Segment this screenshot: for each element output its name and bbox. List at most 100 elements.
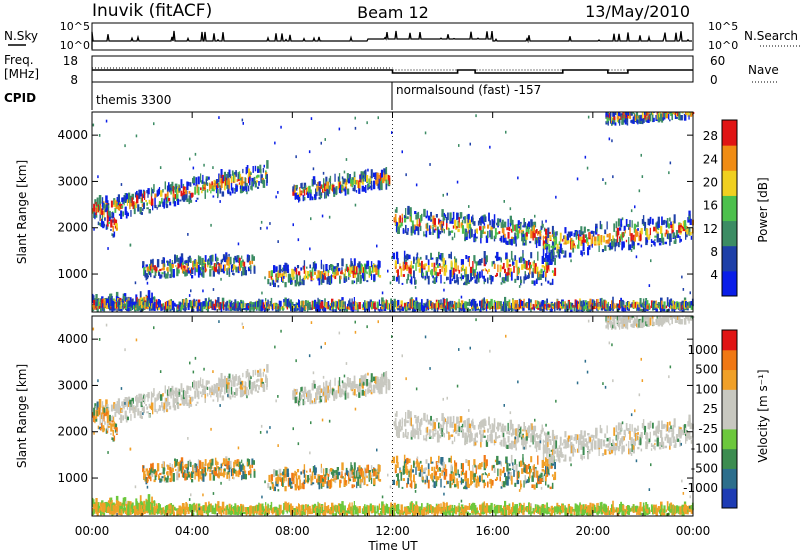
velocity-echo: [309, 468, 311, 473]
velocity-echo: [325, 380, 328, 389]
velocity-echo: [177, 461, 180, 467]
power-echo: [408, 254, 411, 259]
velocity-echo: [265, 376, 268, 380]
power-echo: [580, 305, 582, 310]
power-echo: [567, 240, 570, 244]
power-echo: [678, 301, 680, 309]
power-echo: [228, 169, 231, 178]
velocity-echo: [227, 388, 230, 399]
power-speckle: [688, 301, 691, 305]
power-echo: [354, 301, 357, 310]
velocity-echo: [375, 376, 378, 384]
power-speckle: [295, 155, 297, 159]
power-echo: [178, 269, 180, 274]
power-echo: [105, 298, 109, 307]
power-echo: [433, 277, 436, 284]
velocity-echo: [501, 423, 504, 431]
power-echo: [384, 174, 386, 182]
power-echo: [148, 209, 151, 214]
power-echo: [251, 259, 254, 265]
power-echo: [341, 258, 344, 267]
velocity-echo: [238, 386, 241, 389]
power-echo: [166, 267, 168, 271]
power-echo: [147, 290, 151, 300]
power-echo: [331, 264, 334, 267]
power-echo: [315, 194, 317, 200]
power-echo: [664, 241, 667, 245]
power-echo: [217, 297, 220, 306]
power-echo: [327, 306, 330, 309]
power-echo: [535, 278, 538, 284]
velocity-echo: [399, 419, 401, 427]
power-echo: [346, 188, 350, 195]
velocity-echo: [296, 396, 299, 399]
velocity-echo: [364, 476, 366, 485]
power-speckle: [520, 232, 523, 236]
power-echo: [356, 277, 358, 285]
velocity-echo: [158, 391, 161, 399]
velocity-echo: [106, 414, 109, 423]
power-echo: [116, 197, 119, 202]
power-echo: [113, 198, 116, 205]
velocity-echo: [328, 482, 331, 489]
velocity-echo: [366, 484, 369, 487]
velocity-echo: [354, 469, 357, 476]
power-echo: [325, 264, 328, 271]
power-echo: [547, 280, 550, 284]
power-echo: [217, 269, 219, 274]
power-echo: [299, 275, 301, 283]
power-speckle: [292, 223, 294, 227]
power-echo: [413, 300, 415, 306]
power-echo: [545, 242, 547, 248]
power-echo: [600, 235, 603, 243]
power-echo: [464, 216, 466, 224]
velocity-echo: [441, 428, 444, 437]
power-echo: [106, 307, 108, 309]
velocity-echo: [146, 477, 149, 483]
power-speckle: [638, 189, 641, 193]
power-echo: [502, 234, 506, 243]
power-echo: [648, 115, 650, 120]
power-echo: [366, 271, 368, 275]
power-echo: [473, 299, 476, 308]
power-echo: [631, 240, 634, 248]
power-echo: [474, 268, 477, 273]
power-echo: [358, 302, 361, 310]
power-echo: [476, 306, 479, 309]
velocity-echo: [455, 431, 457, 434]
power-echo: [500, 282, 503, 285]
power-echo: [125, 211, 128, 219]
power-echo: [294, 187, 296, 194]
power-echo: [531, 271, 534, 278]
velocity-echo: [226, 463, 228, 470]
power-echo: [324, 306, 327, 312]
velocity-echo: [414, 415, 417, 419]
power-echo: [444, 264, 448, 273]
power-echo: [456, 226, 459, 229]
velocity-echo: [301, 484, 304, 488]
power-echo: [619, 238, 621, 245]
power-echo: [398, 305, 400, 309]
velocity-echo: [474, 433, 476, 442]
power-speckle: [405, 173, 407, 177]
power-speckle: [608, 137, 611, 141]
power-echo: [406, 278, 408, 284]
velocity-echo: [146, 470, 150, 476]
cpid-label: CPID: [4, 91, 36, 105]
velocity-echo: [251, 458, 254, 465]
power-echo: [357, 263, 359, 268]
power-echo: [600, 305, 603, 309]
power-echo: [674, 235, 677, 241]
power-speckle: [142, 208, 144, 212]
velocity-echo: [320, 467, 323, 474]
velocity-echo: [110, 433, 112, 435]
power-echo: [352, 304, 355, 307]
power-echo: [238, 257, 241, 267]
power-speckle: [189, 157, 191, 161]
power-echo: [232, 264, 234, 272]
velocity-echo: [166, 392, 169, 401]
power-echo: [343, 306, 345, 309]
velocity-echo: [299, 402, 301, 405]
power-echo: [401, 213, 403, 220]
power-echo: [362, 267, 365, 273]
